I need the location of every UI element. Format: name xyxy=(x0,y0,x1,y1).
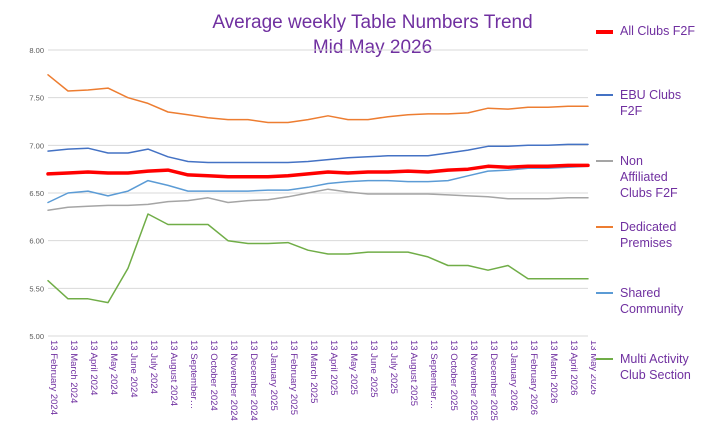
y-tick-label-0: 5.00 xyxy=(29,332,44,341)
y-tick-label-3: 6.50 xyxy=(29,189,44,198)
x-tick-label-15: 13 May 2025 xyxy=(348,340,359,395)
series-line-0 xyxy=(46,163,590,179)
chart-title: Average weekly Table Numbers Trend Mid M… xyxy=(200,10,545,60)
x-tick-label-10: 13 December 2024 xyxy=(248,340,259,421)
series-line-3 xyxy=(47,74,589,124)
legend-swatch-all-clubs xyxy=(596,30,613,34)
x-tick-label-13: 13 March 2025 xyxy=(308,340,319,403)
y-tick-label-5: 7.50 xyxy=(29,94,44,103)
x-tick-label-3: 13 May 2024 xyxy=(108,340,119,395)
x-tick-label-20: 13 October 2025 xyxy=(448,340,459,411)
y-tick-label-4: 7.00 xyxy=(29,141,44,150)
series-line-2 xyxy=(47,188,589,211)
x-tick-label-9: 13 November 2024 xyxy=(228,340,239,421)
series-line-4 xyxy=(47,165,589,204)
legend-swatch-shared xyxy=(596,292,613,294)
legend-label-dedicated: Dedicated Premises xyxy=(620,220,677,250)
x-tick-label-24: 13 February 2026 xyxy=(528,340,539,415)
x-tick-label-14: 13 April 2025 xyxy=(328,340,339,395)
x-tick-label-5: 13 July 2024 xyxy=(148,340,159,394)
series-line-5 xyxy=(47,213,589,304)
x-tick-label-17: 13 July 2025 xyxy=(388,340,399,394)
x-tick-label-11: 13 January 2025 xyxy=(268,340,279,411)
x-tick-label-25: 13 March 2026 xyxy=(548,340,559,403)
chart-title-line-1: Average weekly Table Numbers Trend xyxy=(212,12,533,33)
plot-area: 5.00 5.50 6.00 6.50 7.00 7.50 8.00 13 February … xyxy=(29,46,596,421)
x-tick-label-1: 13 March 2024 xyxy=(68,340,79,403)
x-tick-label-12: 13 February 2025 xyxy=(288,340,299,415)
x-tick-label-23: 13 January 2026 xyxy=(508,340,519,411)
legend-label-all-clubs: All Clubs F2F xyxy=(620,24,696,38)
x-tick-label-8: 13 October 2024 xyxy=(208,340,219,411)
legend-label-multi-activity: Multi Activity Club Section xyxy=(620,352,691,382)
y-tick-label-2: 6.00 xyxy=(29,237,44,246)
legend-label-ebu-clubs: EBU Clubs F2F xyxy=(620,88,682,118)
x-tick-label-16: 13 June 2025 xyxy=(368,340,379,398)
x-tick-label-6: 13 August 2024 xyxy=(168,340,179,406)
y-tick-label-1: 5.50 xyxy=(29,284,44,293)
legend-label-shared: Shared Community xyxy=(620,286,684,316)
x-tick-label-27: 13 May 2026 xyxy=(588,340,596,395)
x-tick-label-22: 13 December 2025 xyxy=(488,340,499,421)
legend-swatch-dedicated xyxy=(596,226,613,228)
legend-label-non-affiliated: Non Affiliated Clubs F2F xyxy=(620,154,678,200)
x-tick-label-4: 13 June 2024 xyxy=(128,340,139,398)
x-tick-label-2: 13 April 2024 xyxy=(88,340,99,395)
x-tick-label-19: 13 September… xyxy=(428,340,439,409)
x-tick-label-26: 13 April 2026 xyxy=(568,340,579,395)
x-tick-label-21: 13 November 2025 xyxy=(468,340,479,421)
chart-title-line-2: Mid May 2026 xyxy=(312,37,433,58)
x-tick-label-7: 13 September… xyxy=(188,340,199,409)
legend-swatch-non-affiliated xyxy=(596,160,613,162)
x-tick-label-18: 13 August 2025 xyxy=(408,340,419,406)
x-tick-label-0: 13 February 2024 xyxy=(48,340,59,415)
legend-swatch-ebu-clubs xyxy=(596,94,613,96)
y-tick-label-6: 8.00 xyxy=(29,46,44,55)
series-line-1 xyxy=(47,143,589,164)
legend-swatch-multi-activity xyxy=(596,358,613,360)
